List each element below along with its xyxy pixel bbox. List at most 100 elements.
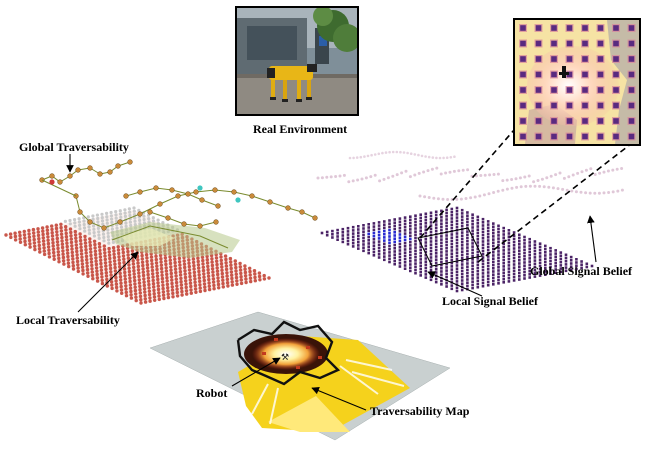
global-grid-node [100, 216, 104, 220]
local-grid-node [126, 256, 131, 260]
signal-belief-cell [372, 254, 376, 257]
signal-belief-cell [424, 231, 428, 235]
local-grid-node [229, 270, 234, 274]
signal-belief-cell [507, 280, 511, 283]
signal-belief-cell [528, 266, 531, 270]
signal-belief-cell [393, 250, 396, 253]
signal-belief-cell [518, 255, 521, 259]
local-grid-node [201, 268, 206, 273]
local-grid-node [207, 287, 212, 292]
signal-belief-cell [393, 234, 396, 237]
signal-belief-cell [569, 255, 573, 259]
signal-belief-cell [549, 266, 552, 269]
signal-belief-cell [362, 236, 365, 240]
signal-belief-cell [476, 263, 480, 267]
signal-belief-cell [455, 235, 459, 238]
local-grid-node [175, 294, 180, 298]
map-ray [351, 371, 405, 387]
local-grid-node [179, 286, 184, 290]
local-grid-node [80, 262, 85, 266]
signal-belief-cell [528, 260, 531, 263]
signal-belief-cell [466, 255, 469, 259]
graph-node [215, 203, 221, 209]
global-grid-node [100, 212, 104, 216]
signal-belief-cell [486, 245, 490, 249]
signal-belief-cell [486, 223, 490, 226]
signal-belief-cell [471, 219, 474, 223]
signal-belief-cell [497, 227, 500, 231]
local-grid-node [128, 286, 133, 290]
signal-trail-node [359, 155, 363, 159]
signal-belief-cell [497, 224, 500, 228]
signal-belief-cell [528, 276, 531, 279]
local-grid-node [98, 252, 102, 256]
local-grid-node [133, 278, 137, 283]
local-grid-node [103, 261, 108, 265]
inset-cell [628, 102, 635, 109]
signal-belief-cell [497, 253, 500, 256]
signal-belief-cell [502, 249, 505, 252]
signal-belief-cell [476, 241, 480, 244]
signal-belief-cell [429, 230, 433, 234]
graph-node [67, 173, 73, 179]
signal-trail-node [369, 175, 373, 179]
signal-belief-cell [471, 254, 474, 258]
signal-belief-cell [434, 264, 438, 268]
signal-belief-cell [393, 237, 396, 240]
signal-belief-cell [476, 269, 480, 273]
signal-trail-node [431, 156, 435, 159]
local-grid-node [178, 273, 183, 277]
local-grid-node [84, 254, 89, 259]
local-grid-node [66, 254, 70, 259]
local-grid-node [183, 272, 187, 276]
signal-belief-cell [497, 230, 500, 234]
signal-belief-cell [409, 215, 412, 218]
inset-cell [551, 87, 557, 93]
signal-belief-cell [523, 242, 526, 245]
signal-belief-cell [434, 268, 438, 271]
global-grid-node [92, 234, 96, 238]
signal-belief-cell [372, 241, 376, 244]
signal-belief-cell [507, 245, 511, 248]
local-grid-node [65, 238, 69, 242]
signal-belief-cell [409, 218, 412, 222]
signal-belief-cell [434, 277, 438, 281]
local-grid-node [80, 258, 84, 263]
signal-trail-node [580, 170, 584, 174]
graph-node [312, 215, 318, 221]
local-grid-node [99, 258, 103, 262]
global-grid-node [110, 227, 114, 231]
local-grid-node [66, 261, 71, 265]
signal-belief-cell [486, 264, 490, 268]
local-grid-node [135, 254, 140, 259]
signal-belief-cell [512, 244, 516, 247]
local-grid-node [109, 280, 114, 284]
signal-belief-cell [445, 269, 448, 272]
local-grid-node [198, 286, 202, 290]
signal-belief-cell [424, 254, 428, 257]
signal-belief-cell [383, 239, 386, 242]
local-grid-node [89, 257, 94, 261]
signal-belief-cell [497, 266, 500, 269]
signal-belief-cell [466, 243, 469, 246]
local-grid-node [196, 259, 200, 264]
local-grid-node [104, 274, 109, 278]
signal-belief-cell [403, 219, 407, 223]
local-grid-node [230, 276, 234, 281]
signal-belief-cell [450, 233, 454, 236]
local-grid-node [212, 287, 216, 291]
signal-trail-node [466, 168, 470, 172]
local-grid-node [74, 239, 78, 244]
signal-trail-node [395, 150, 399, 154]
local-grid-node [50, 227, 54, 232]
local-grid-node [47, 248, 51, 252]
local-grid-node [83, 241, 88, 245]
local-grid-node [83, 234, 87, 239]
signal-trail-node [558, 171, 562, 175]
signal-belief-cell [575, 264, 578, 267]
signal-belief-cell [486, 271, 490, 274]
signal-trail-node [483, 173, 487, 177]
local-grid-node [173, 267, 178, 271]
inset-cell [520, 87, 526, 93]
signal-trail-node [567, 175, 571, 179]
